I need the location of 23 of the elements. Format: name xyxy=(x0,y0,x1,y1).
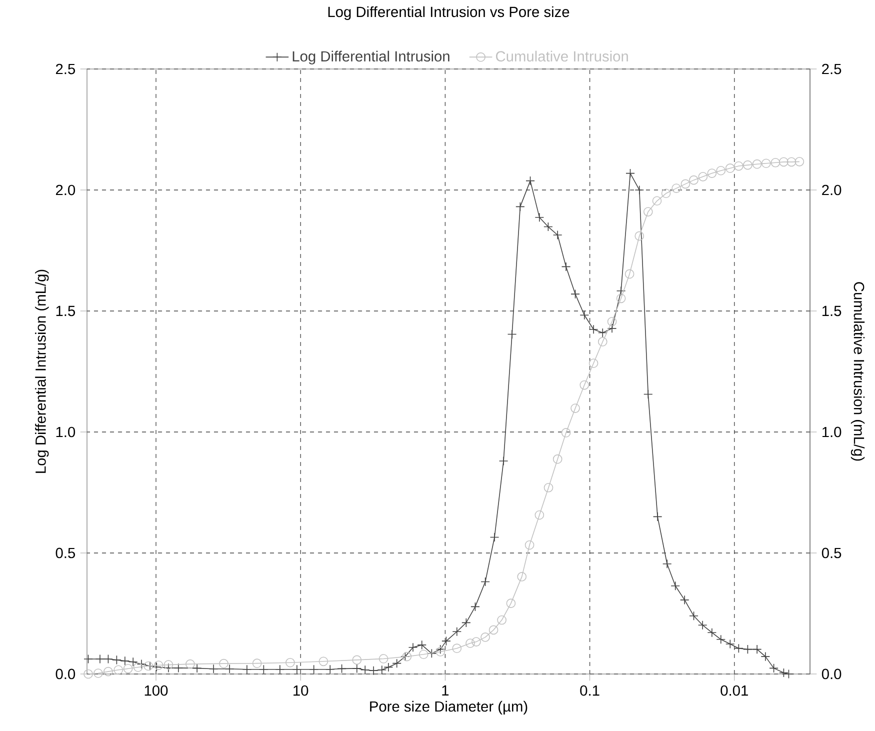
legend-label: Log Differential Intrusion xyxy=(292,50,450,64)
y2-tick-label: 1.0 xyxy=(822,426,842,438)
y2-tick-label: 1.5 xyxy=(822,306,842,316)
y2-tick-label: 2.5 xyxy=(822,64,842,74)
y-tick-label: 0.0 xyxy=(56,668,76,680)
y2-tick-label: 2.0 xyxy=(822,184,842,196)
y-tick-label: 1.5 xyxy=(56,306,76,316)
y2-axis-title: Cumulative Intrusion (mL/g) xyxy=(850,282,865,461)
y2-tick-label: 0.5 xyxy=(822,548,842,558)
y2-tick-label: 0.0 xyxy=(822,668,842,680)
y-axis-title: Log Differential Intrusion (mL/g) xyxy=(35,270,49,473)
x-tick-label: 100 xyxy=(144,685,168,696)
y-tick-label: 0.5 xyxy=(56,548,76,558)
y-tick-label: 1.0 xyxy=(56,426,76,438)
x-axis-title: Pore size Diameter (µm) xyxy=(370,700,528,715)
x-tick-label: 10 xyxy=(294,685,308,696)
x-tick-label: 0.01 xyxy=(720,685,748,696)
x-tick-label: 0.1 xyxy=(580,685,600,696)
legend-label: Cumulative Intrusion xyxy=(496,50,628,62)
chart-title: Log Differential Intrusion vs Pore size xyxy=(328,6,570,20)
y-tick-label: 2.5 xyxy=(56,64,76,74)
x-tick-label: 1 xyxy=(442,685,449,696)
y-tick-label: 2.0 xyxy=(56,184,76,196)
